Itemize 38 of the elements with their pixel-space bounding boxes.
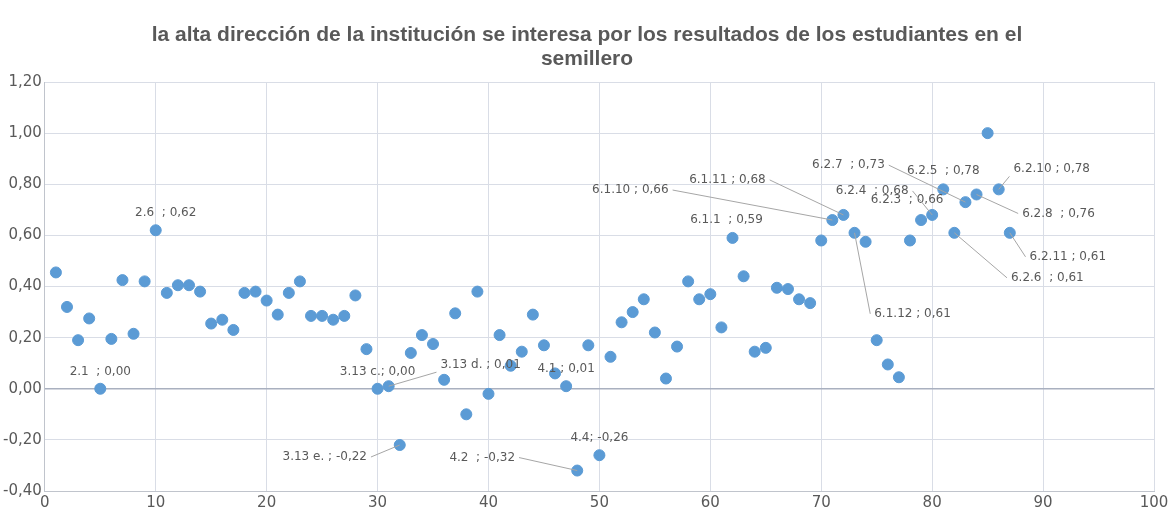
- x-tick-label: 70: [811, 492, 831, 511]
- y-tick-label: 0,40: [8, 276, 42, 295]
- annotation: 6.2.8 ; 0,76: [1022, 205, 1095, 220]
- x-tick-label: 40: [478, 492, 499, 511]
- annotation: 6.1.10 ; 0,66: [592, 182, 669, 197]
- annotation: 6.2.10 ; 0,78: [1013, 161, 1090, 176]
- annotation: 6.2.11 ; 0,61: [1029, 248, 1107, 263]
- annotation: 2.6 ; 0,62: [135, 205, 197, 220]
- annotation: 4.2 ; -0,32: [449, 449, 516, 464]
- annotation: 3.13 e. ; -0,22: [282, 449, 367, 464]
- annotation: 6.2.7 ; 0,73: [812, 157, 885, 172]
- annotation: 6.1.1 ; 0,59: [690, 212, 763, 227]
- x-tick-label: 10: [146, 492, 166, 511]
- annotation: 6.2.5 ; 0,78: [906, 163, 980, 178]
- y-tick-label: -0,20: [3, 429, 42, 448]
- y-tick-label: 0,00: [8, 378, 42, 397]
- annotation: 4.1 ; 0,01: [537, 361, 595, 376]
- x-tick-label: 60: [700, 492, 720, 511]
- y-tick-label: 1,00: [8, 123, 42, 142]
- x-tick-label: 0: [40, 492, 50, 511]
- chart-title: la alta dirección de la institución se interesa por los resultados de los estudiantes en el semillero: [150, 21, 1024, 70]
- y-tick-label: 0,60: [8, 225, 42, 244]
- y-tick-label: 0,20: [8, 327, 42, 346]
- x-tick-label: 90: [1033, 492, 1053, 511]
- x-tick-label: 50: [589, 492, 609, 511]
- x-tick-label: 100: [1139, 492, 1169, 511]
- annotation: 2.1 ; 0,00: [69, 363, 131, 378]
- y-tick-label: 1,20: [8, 71, 42, 90]
- annotation: 3.13 c.; 0,00: [339, 363, 416, 378]
- annotation: 6.1.12 ; 0,61: [874, 305, 951, 320]
- annotation: 6.1.11 ; 0,68: [689, 172, 766, 187]
- y-tick-label: -0,40: [3, 480, 42, 499]
- x-tick-label: 30: [368, 492, 388, 511]
- annotation: 6.2.6 ; 0,61: [1010, 269, 1084, 284]
- x-tick-label: 80: [922, 492, 942, 511]
- y-tick-label: 0,80: [8, 174, 42, 193]
- x-tick-label: 20: [257, 492, 277, 511]
- annotation: 4.4; -0,26: [570, 430, 629, 445]
